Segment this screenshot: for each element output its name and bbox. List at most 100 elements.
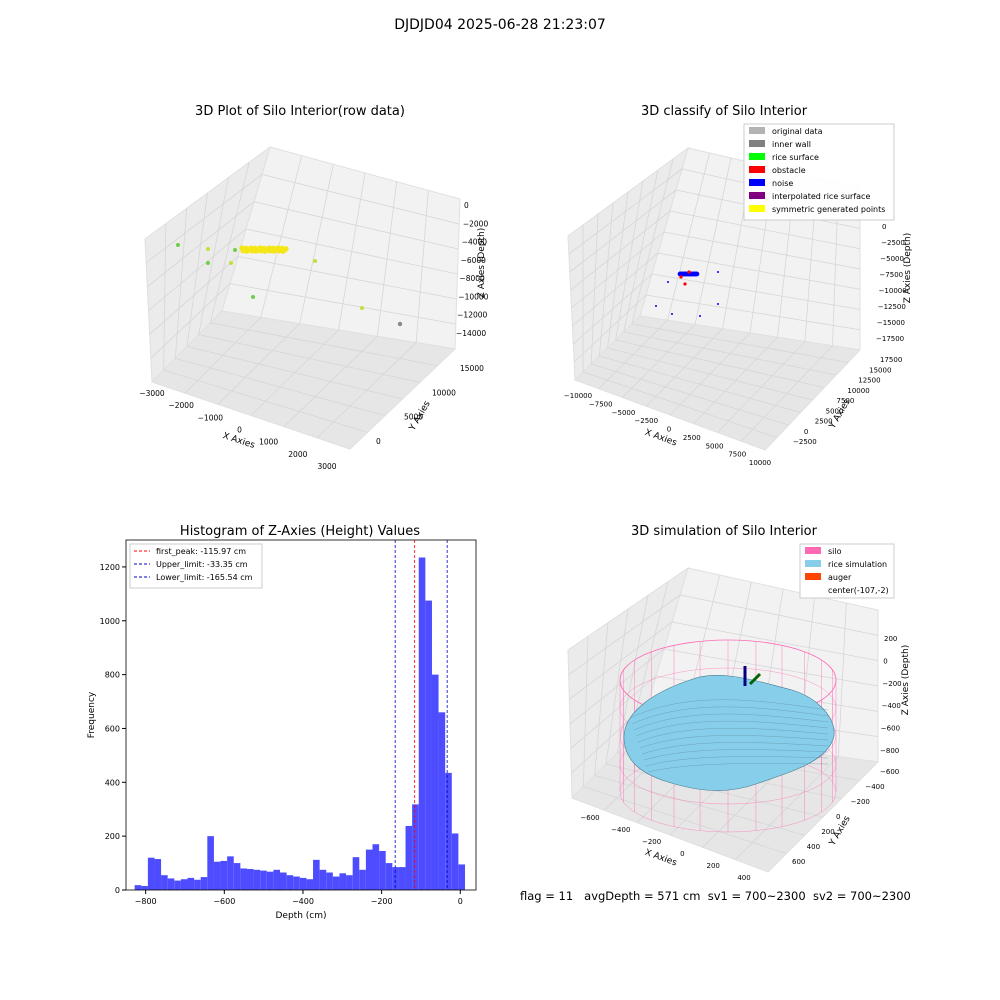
hist-bar (431, 674, 439, 890)
legend-box (129, 543, 263, 589)
grid-line (623, 331, 837, 376)
z-tick-label: −17500 (876, 335, 904, 343)
y-tick-label: −2500 (793, 438, 817, 446)
hist-bar (134, 885, 142, 890)
x-tick-label: −400 (611, 826, 630, 834)
hist-bar (220, 860, 228, 890)
legend-swatch (749, 153, 765, 160)
rice-mesh-line (631, 706, 829, 725)
legend-swatch (805, 560, 821, 567)
grid-line (631, 158, 674, 325)
x-tick-label: 5000 (706, 442, 724, 450)
hist-bar (458, 864, 465, 890)
panel3-title: Histogram of Z-Axies (Height) Values (179, 524, 421, 539)
rice-mesh-line (647, 763, 829, 773)
hist-bar (233, 863, 241, 890)
y-tick-label: 15000 (869, 366, 891, 374)
hist-bar (372, 844, 380, 890)
x-tick-label: 3000 (317, 462, 336, 471)
grid-line (145, 174, 263, 264)
y-tick-label: 15000 (460, 364, 484, 373)
noise-point (655, 305, 657, 307)
y-tick-label: 5000 (404, 413, 423, 422)
avg-depth-text: avgDepth = 571 cm (584, 889, 701, 903)
x-tick-label: −10000 (564, 392, 592, 400)
legend-label: obstacle (772, 166, 806, 175)
x-tick-label: 0 (458, 897, 463, 906)
noise-point (678, 271, 684, 277)
legend-swatch (805, 547, 821, 554)
z-tick-label: −5000 (880, 255, 904, 263)
z-tick-label: −6000 (461, 256, 487, 265)
hist-bar (385, 863, 393, 890)
y-tick-label: 800 (105, 671, 120, 680)
y-tick-label: 17500 (880, 356, 902, 364)
y-tick-label: 600 (105, 724, 120, 733)
obstacle-point (683, 282, 687, 286)
hist-bar (412, 804, 419, 890)
silo-simulation-3d: −600−400−20002004006004002000−200−400−60… (567, 543, 911, 882)
legend-label: Lower_limit: -165.54 cm (156, 573, 253, 582)
auger-marker (748, 672, 762, 686)
sv1-text: sv1 = 700~2300 (707, 889, 806, 903)
floor-pane (574, 315, 862, 451)
grid-line (261, 173, 460, 225)
flag-text: flag = 11 (520, 889, 574, 903)
panel1-title: 3D Plot of Silo Interior(row data) (195, 104, 405, 119)
y-tick-label: 0 (376, 437, 381, 446)
y-tick-label: 600 (792, 858, 805, 866)
hist-bar (194, 879, 201, 890)
hist-bar (280, 872, 287, 890)
grid-line (568, 168, 683, 255)
legend-label: rice surface (772, 153, 819, 162)
hist-bar (379, 850, 386, 890)
grid-line (615, 180, 644, 341)
hist-bar (365, 849, 373, 890)
z-tick-label: −10000 (458, 292, 488, 301)
hist-bar (339, 873, 347, 890)
hist-bar (253, 869, 261, 890)
hist-bar (286, 875, 294, 890)
y-tick-label: 1200 (100, 563, 120, 572)
grid-line (210, 322, 438, 367)
hist-bar (266, 871, 274, 890)
noise-point (699, 315, 701, 317)
noise-point (717, 271, 719, 273)
z-tick-label: −15000 (877, 319, 905, 327)
plot-frame (125, 539, 477, 891)
hist-bar (293, 876, 300, 890)
y-tick-label: 400 (105, 778, 120, 787)
x-tick-label: 0 (237, 426, 242, 435)
hist-bar (445, 772, 452, 890)
hist-bar (167, 878, 175, 890)
y-tick-label: 200 (821, 828, 834, 836)
hist-bar (359, 869, 366, 890)
legend-label: symmetric generated points (772, 205, 885, 214)
x-tick-label: 400 (737, 874, 750, 882)
legend-swatch (749, 140, 765, 147)
raw-point (313, 259, 317, 263)
y-tick-label: 12500 (858, 377, 880, 385)
y-tick-label: 2500 (815, 418, 833, 426)
legend-label: noise (772, 179, 793, 188)
symmetric-point (272, 247, 278, 253)
y-tick-label: 0 (115, 886, 120, 895)
legend-swatch (805, 573, 821, 580)
panel2-title: 3D classify of Silo Interior (640, 104, 808, 119)
x-tick-label: 1000 (259, 438, 278, 447)
z-axis-label: Z Axies (Depth) (901, 645, 911, 716)
y-tick-label: −400 (865, 783, 884, 791)
x-tick-label: 2500 (683, 434, 701, 442)
hist-bar (207, 836, 214, 890)
grid-line (631, 323, 849, 363)
y-tick-label: −600 (880, 768, 899, 776)
symmetric-point (243, 245, 249, 251)
hist-bar (180, 879, 188, 890)
z-tick-label: −12500 (878, 303, 906, 311)
y-tick-label: 10000 (432, 388, 456, 397)
hist-bar (398, 867, 406, 890)
symmetric-point (280, 248, 286, 254)
footer-status: flag = 11 avgDepth = 571 cm sv1 = 700~23… (520, 889, 911, 903)
z-tick-label: −600 (881, 725, 900, 733)
hist-bar (161, 875, 168, 890)
